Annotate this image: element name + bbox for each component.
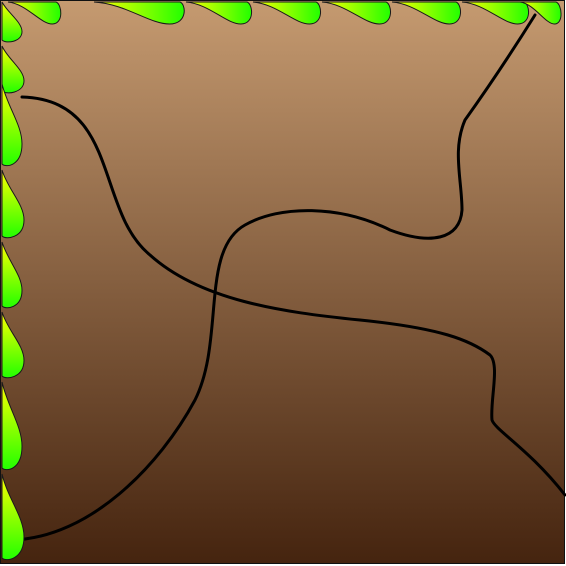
left-leaf [1,311,25,379]
vine-curve-2 [10,13,537,542]
top-leaf-row [7,1,562,25]
top-leaf [93,1,185,25]
left-leaf [1,169,25,239]
left-leaf [1,241,23,309]
top-leaf [252,1,321,25]
top-leaf [7,1,62,25]
top-leaf [519,1,562,25]
top-leaf [461,1,529,25]
vine-curves [10,13,566,542]
vine-curve-1 [20,95,566,497]
left-leaf [1,1,23,43]
left-leaf-row [1,1,25,561]
top-leaf [321,1,391,25]
top-leaf [391,1,461,25]
left-leaf [1,473,25,561]
top-leaf [185,1,252,25]
left-leaf [1,381,23,471]
left-leaf [1,83,23,167]
left-leaf [1,45,25,94]
